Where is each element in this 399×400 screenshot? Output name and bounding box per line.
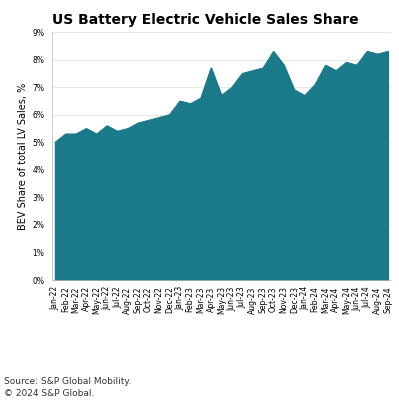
Text: US Battery Electric Vehicle Sales Share: US Battery Electric Vehicle Sales Share: [52, 13, 358, 27]
Text: Source: S&P Global Mobility.
© 2024 S&P Global.: Source: S&P Global Mobility. © 2024 S&P …: [4, 377, 131, 398]
Y-axis label: BEV Share of total LV Sales, %: BEV Share of total LV Sales, %: [18, 82, 28, 230]
